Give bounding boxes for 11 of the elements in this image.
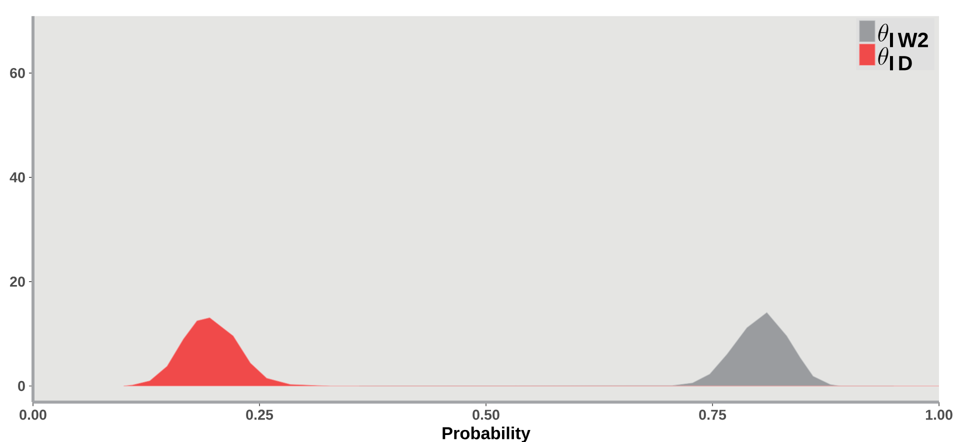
x-tick-label: 0.25 bbox=[246, 410, 274, 420]
x-tick-label: 0.00 bbox=[20, 410, 46, 420]
x-tick-label: 0.75 bbox=[699, 410, 726, 420]
y-tick-label: 60 bbox=[10, 68, 25, 78]
y-tick-label: 20 bbox=[10, 276, 25, 287]
x-tick-label: 0.50 bbox=[472, 410, 500, 420]
legend-label: $\theta_{\mathbf{I\,W2}}$ bbox=[878, 24, 928, 48]
x-tick-label: 1.00 bbox=[926, 410, 952, 420]
y-tick-label: 0 bbox=[18, 380, 25, 392]
legend-label: $\theta_{\mathbf{I\,D}}$ bbox=[878, 47, 912, 70]
y-tick-label: 40 bbox=[10, 172, 25, 182]
